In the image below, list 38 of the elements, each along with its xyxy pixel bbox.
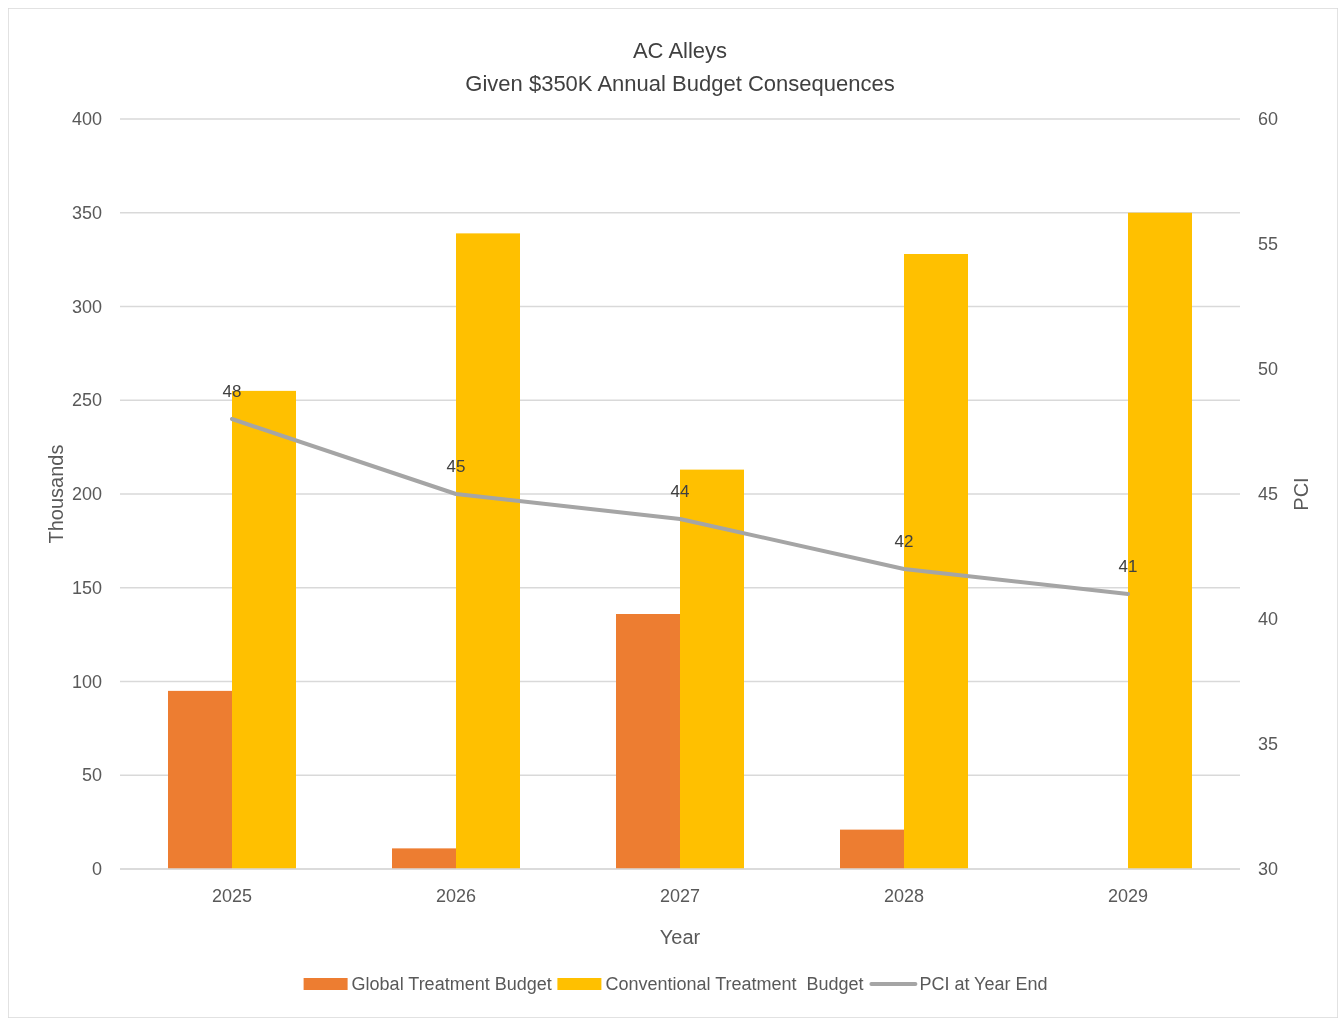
chart-title: AC Alleys [632,38,728,63]
bar [840,829,904,869]
y-tick-label: 150 [71,577,102,598]
chart-subtitle: Given $350K Annual Budget Consequences [465,71,895,96]
y2-tick-label: 60 [1258,109,1279,129]
y-tick-label: 400 [71,109,102,129]
x-tick-label: 2028 [883,886,925,906]
y-axis-title: Thousands [45,444,67,544]
x-tick-label: 2029 [1107,886,1149,906]
y-tick-label: 200 [71,484,102,504]
y-tick-label: 350 [71,202,102,223]
data-label: 48 [222,382,242,401]
y2-tick-label: 50 [1258,359,1279,379]
y-tick-label: 50 [81,765,102,786]
legend-label: Global Treatment Budget [351,974,552,994]
bar [616,614,680,869]
y2-axis-title: PCI [1290,477,1312,511]
y2-tick-label: 40 [1258,609,1279,629]
y-tick-label: 100 [71,671,102,692]
data-label: 41 [1118,557,1138,576]
x-axis-title: Year [659,926,701,948]
bar [168,690,232,869]
data-label: 42 [894,532,914,551]
y2-tick-label: 45 [1258,484,1279,504]
y2-tick-label: 35 [1258,734,1279,754]
x-tick-label: 2026 [435,886,477,906]
legend-label: Conventional Treatment Budget [605,974,864,994]
y2-tick-label: 55 [1258,234,1279,254]
y2-tick-label: 30 [1258,859,1279,879]
legend-label: PCI at Year End [919,974,1048,994]
x-tick-label: 2025 [211,886,253,906]
y-tick-label: 250 [71,390,102,411]
data-label: 45 [446,457,466,476]
y-tick-label: 0 [91,859,102,879]
y-tick-label: 300 [71,296,102,317]
bar [392,848,456,869]
data-label: 44 [670,482,690,501]
x-tick-label: 2027 [659,886,701,906]
